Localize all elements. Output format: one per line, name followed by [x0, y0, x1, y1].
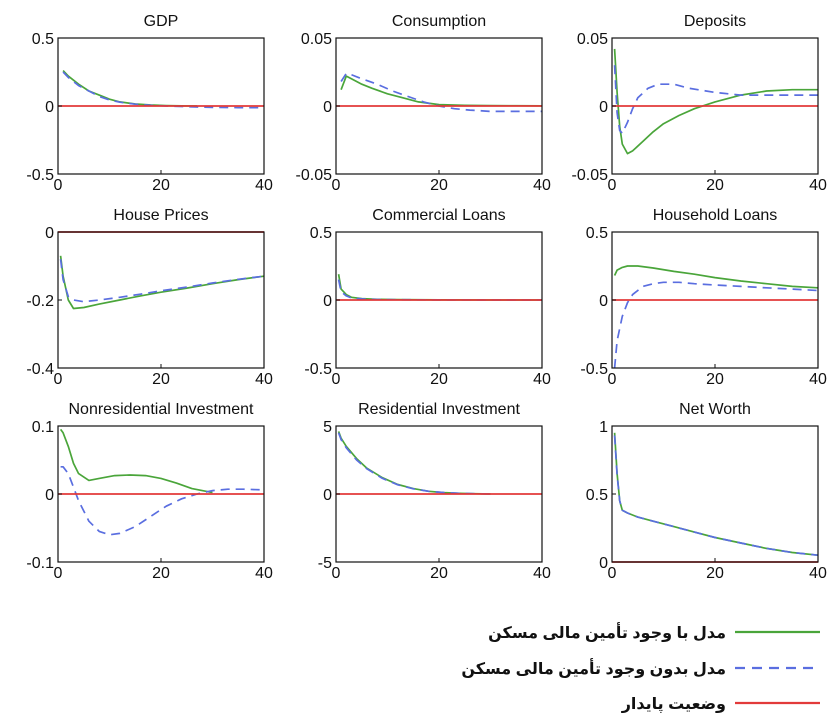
x-tick-label: 0: [608, 177, 617, 194]
series-line-without-housing-finance: [337, 279, 542, 301]
y-tick-label: 5: [323, 419, 332, 436]
y-tick-label: 0.5: [586, 487, 608, 504]
x-tick-label: 40: [255, 565, 273, 582]
chart-title: House Prices: [113, 207, 208, 224]
chart-title: Residential Investment: [358, 401, 520, 418]
series-line-without-housing-finance: [613, 65, 818, 135]
x-tick-label: 20: [706, 371, 724, 388]
legend-label-steady-state: وضعیت پایدار: [621, 696, 726, 714]
chart-title: Household Loans: [653, 207, 778, 224]
y-tick-label: 0.05: [301, 31, 332, 48]
y-tick-label: 0: [599, 293, 608, 310]
series-line-with-housing-finance: [62, 70, 198, 107]
y-tick-label: -0.5: [580, 361, 608, 378]
y-tick-label: -0.4: [26, 361, 54, 378]
series-line-with-housing-finance: [613, 48, 818, 155]
chart-title: Deposits: [684, 13, 746, 30]
chart-title: GDP: [144, 13, 179, 30]
y-tick-label: 0.5: [32, 31, 54, 48]
x-tick-label: 0: [608, 565, 617, 582]
chart-panel: House Prices 0 20 40 0 -0.2 -0.4: [26, 207, 273, 388]
y-tick-label: 0: [45, 99, 54, 116]
series-line-with-housing-finance: [613, 432, 819, 557]
x-tick-label: 20: [706, 565, 724, 582]
y-tick-label: -0.2: [26, 293, 54, 310]
series-line-with-housing-finance: [613, 265, 819, 289]
y-tick-label: -0.5: [304, 361, 332, 378]
y-tick-label: 1: [599, 419, 608, 436]
x-tick-label: 40: [533, 177, 551, 194]
series-line-without-housing-finance: [340, 72, 542, 113]
series-line-with-housing-finance: [340, 75, 543, 107]
x-tick-label: 40: [255, 371, 273, 388]
x-tick-label: 20: [152, 565, 170, 582]
x-tick-label: 0: [54, 371, 63, 388]
y-tick-label: 0.1: [32, 419, 54, 436]
x-tick-label: 0: [332, 177, 341, 194]
y-tick-label: 0: [323, 487, 332, 504]
x-tick-label: 40: [809, 565, 827, 582]
x-tick-label: 40: [809, 177, 827, 194]
x-tick-label: 0: [608, 371, 617, 388]
x-tick-label: 20: [430, 177, 448, 194]
x-tick-label: 20: [430, 565, 448, 582]
x-tick-label: 20: [152, 371, 170, 388]
y-tick-label: 0: [599, 99, 608, 116]
y-tick-label: -0.1: [26, 555, 54, 572]
x-tick-label: 40: [533, 371, 551, 388]
series-line-with-housing-finance: [337, 431, 491, 495]
y-tick-label: -0.5: [26, 167, 54, 184]
x-tick-label: 20: [152, 177, 170, 194]
chart-title: Nonresidential Investment: [69, 401, 255, 418]
y-tick-label: 0: [45, 487, 54, 504]
series-line-without-housing-finance: [337, 432, 491, 495]
x-tick-label: 40: [255, 177, 273, 194]
series-line-with-housing-finance: [337, 274, 542, 301]
plot-frame: [57, 231, 265, 369]
series-line-without-housing-finance: [613, 435, 819, 557]
chart-title: Net Worth: [679, 401, 751, 418]
series-line-with-housing-finance: [59, 428, 213, 494]
series-line-without-housing-finance: [59, 259, 265, 303]
x-tick-label: 0: [332, 371, 341, 388]
y-tick-label: 0: [45, 225, 54, 242]
y-tick-label: -0.05: [572, 167, 609, 184]
chart-title: Consumption: [392, 13, 486, 30]
chart-panel: Net Worth 0 20 40 1 0.5 0: [586, 401, 827, 582]
x-tick-label: 0: [54, 565, 63, 582]
series-line-without-housing-finance: [613, 281, 819, 369]
legend-label-without-housing-finance: مدل بدون وجود تأمین مالی مسکن: [461, 658, 726, 678]
y-tick-label: -0.05: [296, 167, 333, 184]
x-tick-label: 0: [54, 177, 63, 194]
legend: مدل با وجود تأمین مالی مسکن مدل بدون وجو…: [461, 622, 820, 714]
x-tick-label: 20: [706, 177, 724, 194]
series-line-without-housing-finance: [62, 71, 264, 109]
y-tick-label: -5: [318, 555, 332, 572]
chart-title: Commercial Loans: [372, 207, 505, 224]
y-tick-label: 0.05: [577, 31, 608, 48]
y-tick-label: 0: [323, 293, 332, 310]
series-line-without-housing-finance: [60, 465, 265, 536]
x-tick-label: 40: [809, 371, 827, 388]
x-tick-label: 0: [332, 565, 341, 582]
y-tick-label: 0.5: [586, 225, 608, 242]
legend-label-with-housing-finance: مدل با وجود تأمین مالی مسکن: [488, 622, 726, 642]
y-tick-label: 0.5: [310, 225, 332, 242]
plot-frame: [611, 425, 819, 563]
x-tick-label: 40: [533, 565, 551, 582]
y-tick-label: 0: [323, 99, 332, 116]
y-tick-label: 0: [599, 555, 608, 572]
x-tick-label: 20: [430, 371, 448, 388]
